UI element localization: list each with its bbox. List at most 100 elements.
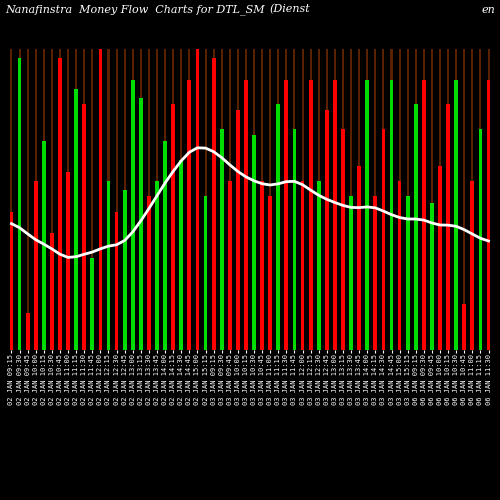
Bar: [366, 49, 368, 350]
Bar: [326, 49, 328, 350]
Bar: [10, 212, 14, 350]
Bar: [83, 49, 86, 350]
Bar: [108, 49, 110, 350]
Bar: [252, 135, 256, 350]
Bar: [390, 80, 394, 350]
Bar: [318, 49, 320, 350]
Bar: [478, 129, 482, 350]
Bar: [310, 49, 312, 350]
Bar: [447, 49, 449, 350]
Bar: [430, 202, 434, 350]
Bar: [196, 49, 198, 350]
Bar: [156, 49, 158, 350]
Bar: [342, 49, 344, 350]
Bar: [470, 181, 474, 350]
Bar: [74, 89, 78, 350]
Bar: [309, 80, 312, 350]
Bar: [455, 49, 457, 350]
Bar: [26, 49, 28, 350]
Bar: [51, 49, 53, 350]
Bar: [212, 49, 214, 350]
Bar: [422, 80, 426, 350]
Bar: [462, 304, 466, 350]
Bar: [374, 49, 376, 350]
Bar: [10, 49, 12, 350]
Bar: [268, 196, 272, 350]
Bar: [374, 196, 377, 350]
Bar: [454, 80, 458, 350]
Bar: [140, 49, 142, 350]
Bar: [172, 49, 174, 350]
Bar: [124, 49, 126, 350]
Bar: [350, 49, 352, 350]
Bar: [464, 49, 466, 350]
Bar: [414, 104, 418, 350]
Bar: [18, 58, 21, 350]
Bar: [294, 49, 296, 350]
Bar: [204, 196, 208, 350]
Bar: [42, 141, 45, 350]
Bar: [382, 129, 386, 350]
Bar: [406, 49, 408, 350]
Bar: [446, 104, 450, 350]
Bar: [341, 129, 345, 350]
Bar: [292, 129, 296, 350]
Bar: [34, 181, 37, 350]
Bar: [228, 181, 232, 350]
Bar: [148, 49, 150, 350]
Bar: [164, 49, 166, 350]
Bar: [212, 58, 216, 350]
Bar: [188, 80, 191, 350]
Bar: [253, 49, 255, 350]
Bar: [286, 49, 288, 350]
Bar: [488, 49, 490, 350]
Bar: [366, 80, 369, 350]
Bar: [66, 172, 70, 350]
Bar: [163, 141, 167, 350]
Bar: [43, 49, 45, 350]
Bar: [196, 49, 200, 350]
Bar: [59, 49, 61, 350]
Bar: [269, 49, 271, 350]
Bar: [398, 49, 400, 350]
Bar: [260, 181, 264, 350]
Bar: [147, 196, 151, 350]
Bar: [358, 166, 361, 350]
Text: Nanafinstra  Money Flow  Charts for DTL_SM: Nanafinstra Money Flow Charts for DTL_SM: [5, 4, 264, 14]
Bar: [139, 98, 142, 350]
Bar: [132, 49, 134, 350]
Bar: [18, 49, 20, 350]
Bar: [172, 104, 175, 350]
Bar: [439, 49, 441, 350]
Bar: [92, 49, 94, 350]
Bar: [114, 212, 118, 350]
Bar: [237, 49, 239, 350]
Bar: [302, 49, 304, 350]
Bar: [423, 49, 425, 350]
Bar: [220, 49, 222, 350]
Bar: [480, 49, 482, 350]
Bar: [300, 181, 304, 350]
Bar: [180, 160, 183, 350]
Bar: [390, 49, 392, 350]
Bar: [406, 196, 409, 350]
Bar: [334, 49, 336, 350]
Bar: [204, 49, 206, 350]
Bar: [349, 196, 353, 350]
Bar: [58, 58, 62, 350]
Bar: [90, 258, 94, 350]
Bar: [398, 181, 402, 350]
Bar: [317, 181, 320, 350]
Bar: [414, 49, 417, 350]
Bar: [131, 80, 134, 350]
Bar: [67, 49, 69, 350]
Bar: [472, 49, 474, 350]
Bar: [155, 181, 159, 350]
Bar: [116, 49, 117, 350]
Text: (Dienst: (Dienst: [270, 4, 310, 15]
Bar: [333, 80, 337, 350]
Bar: [100, 49, 102, 350]
Text: en: en: [481, 4, 495, 15]
Bar: [75, 49, 77, 350]
Bar: [236, 110, 240, 350]
